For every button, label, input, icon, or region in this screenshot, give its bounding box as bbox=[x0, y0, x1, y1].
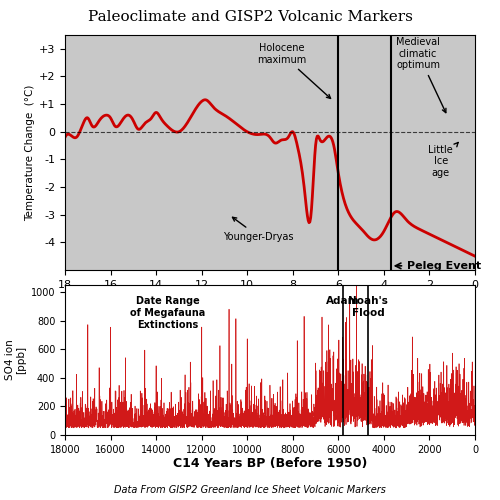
Text: Younger-Dryas: Younger-Dryas bbox=[224, 218, 294, 242]
X-axis label: Thousands of Years: Thousands of Years bbox=[216, 292, 324, 302]
Text: Holocene
maximum: Holocene maximum bbox=[257, 43, 330, 98]
Text: Data From GISP2 Greenland Ice Sheet Volcanic Markers: Data From GISP2 Greenland Ice Sheet Volc… bbox=[114, 485, 386, 495]
Text: Little
Ice
age: Little Ice age bbox=[428, 142, 458, 178]
Text: Noah's
Flood: Noah's Flood bbox=[348, 296, 388, 318]
Text: Date Range
of Megafauna
Extinctions: Date Range of Megafauna Extinctions bbox=[130, 296, 205, 330]
Text: Peleg Event: Peleg Event bbox=[406, 261, 481, 271]
Text: Adam: Adam bbox=[326, 296, 360, 306]
Text: Paleoclimate and GISP2 Volcanic Markers: Paleoclimate and GISP2 Volcanic Markers bbox=[88, 10, 412, 24]
X-axis label: C14 Years BP (Before 1950): C14 Years BP (Before 1950) bbox=[173, 458, 367, 470]
Text: Medieval
climatic
optimum: Medieval climatic optimum bbox=[396, 37, 446, 113]
Y-axis label: SO4 ion
[ppb]: SO4 ion [ppb] bbox=[5, 340, 26, 380]
Y-axis label: Temperature Change  (°C): Temperature Change (°C) bbox=[24, 84, 34, 220]
